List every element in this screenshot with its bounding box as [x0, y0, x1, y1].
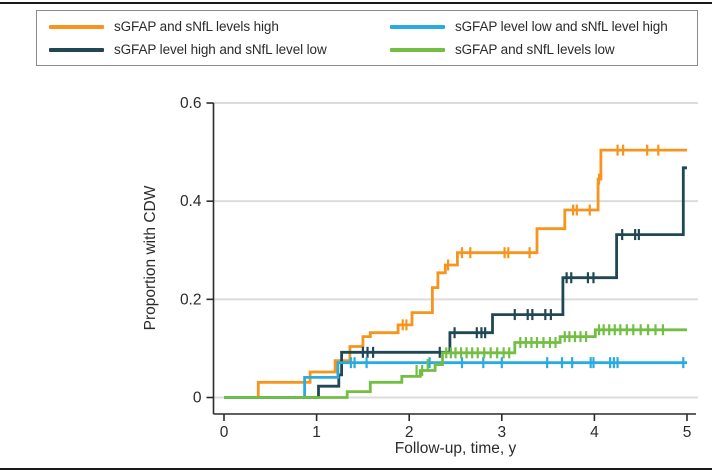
legend: sGFAP and sNfL levels high sGFAP level l…	[36, 10, 698, 66]
y-tick-label: 0.4	[180, 193, 202, 210]
series-line-sgfap-and-snfl-levels-low	[224, 328, 687, 399]
legend-swatch-cyan	[390, 24, 445, 29]
legend-label: sGFAP and sNfL levels low	[455, 42, 615, 57]
legend-label: sGFAP and sNfL levels high	[114, 19, 279, 34]
legend-swatch-green	[390, 47, 445, 52]
series-line-sgfap-level-high-and-snfl-level-low	[224, 166, 687, 399]
x-tick-label: 3	[497, 424, 506, 441]
x-tick-label: 1	[312, 424, 321, 441]
x-axis-title: Follow-up, time, y	[395, 440, 517, 457]
x-tick-label: 0	[220, 424, 229, 441]
series-line-sgfap-and-snfl-levels-high	[224, 148, 687, 399]
x-tick-label: 4	[590, 424, 599, 441]
x-tick-label: 5	[683, 424, 692, 441]
legend-swatch-navy	[49, 47, 104, 52]
x-tick-label: 2	[405, 424, 414, 441]
bottom-rule	[0, 468, 712, 470]
legend-swatch-orange	[49, 24, 104, 29]
legend-label: sGFAP level low and sNfL level high	[455, 19, 668, 34]
legend-label: sGFAP level high and sNfL level low	[114, 42, 327, 57]
y-tick-label: 0.2	[180, 291, 202, 308]
top-rule	[0, 2, 712, 4]
y-tick-label: 0	[193, 390, 202, 407]
legend-item-gfap-low-nfl-high: sGFAP level low and sNfL level high	[390, 16, 697, 38]
y-tick-label: 0.6	[180, 95, 202, 112]
y-axis-title: Proportion with CDW	[142, 185, 159, 330]
legend-item-gfap-high-nfl-low: sGFAP level high and sNfL level low	[49, 39, 390, 61]
legend-item-gfap-high-nfl-high: sGFAP and sNfL levels high	[49, 16, 390, 38]
legend-item-gfap-low-nfl-low: sGFAP and sNfL levels low	[390, 39, 697, 61]
